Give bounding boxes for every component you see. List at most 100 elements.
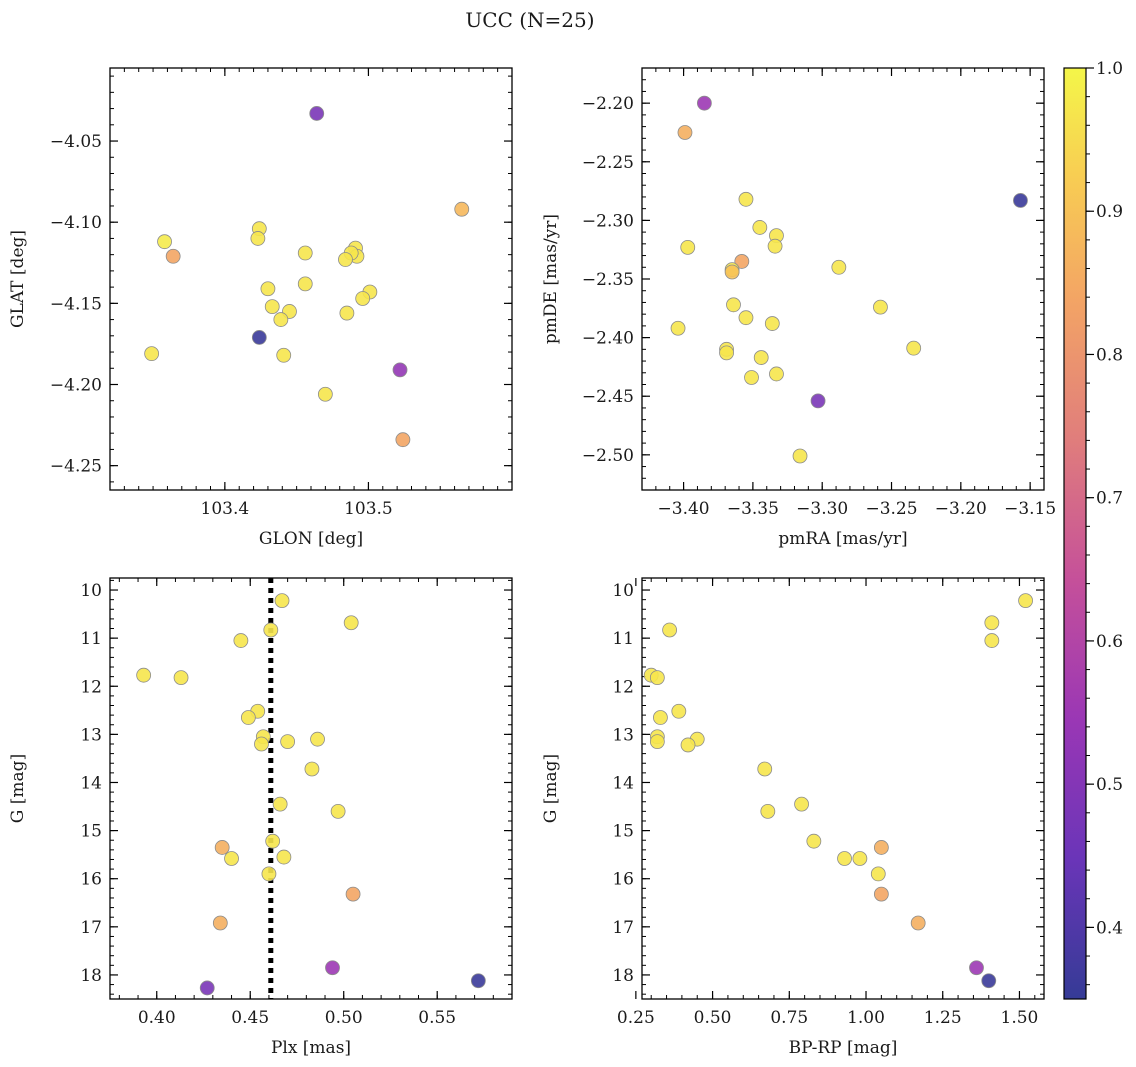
data-point	[757, 761, 773, 777]
y-tick-label: −4.25	[50, 457, 102, 477]
x-tick-label: 1.00	[847, 1008, 885, 1028]
data-point	[906, 340, 922, 356]
data-point	[794, 796, 809, 812]
x-tick-label: 103.5	[344, 499, 393, 519]
x-tick-label: 103.4	[201, 499, 250, 519]
data-point	[395, 432, 411, 448]
y-tick-label: −4.20	[50, 376, 102, 396]
data-point	[273, 312, 289, 327]
axes-frame	[641, 67, 1045, 491]
colorbar-tick-label: 0.5	[1096, 775, 1123, 795]
x-tick-label: 0.25	[617, 1008, 655, 1028]
y-tick-label: 17	[80, 918, 102, 938]
data-point	[339, 305, 355, 321]
data-point	[806, 833, 822, 849]
y-tick-label: 15	[80, 822, 102, 842]
data-point	[719, 345, 734, 361]
axes-frame	[109, 67, 513, 491]
y-tick-label: 16	[80, 870, 102, 890]
colorbar-tick-label: 0.9	[1096, 202, 1123, 222]
data-point	[671, 703, 687, 719]
data-point	[297, 245, 313, 261]
y-axis-label: G [mag]	[8, 754, 28, 823]
data-point	[831, 259, 847, 275]
y-tick-label: 12	[80, 677, 102, 697]
data-point	[910, 915, 926, 931]
y-tick-label: 13	[80, 725, 102, 745]
data-point	[309, 106, 325, 121]
data-point	[240, 710, 256, 725]
data-point	[214, 840, 230, 855]
y-tick-label: 10	[612, 581, 634, 601]
data-point	[767, 238, 783, 254]
data-point	[649, 670, 665, 685]
data-point	[251, 330, 267, 345]
data-point	[470, 973, 486, 989]
data-point	[454, 201, 470, 217]
data-point	[144, 346, 160, 362]
y-axis-label: GLAT [deg]	[8, 230, 28, 328]
colorbar-tick-label: 0.7	[1096, 489, 1123, 509]
data-point	[981, 973, 997, 989]
data-point	[250, 231, 266, 246]
data-point	[680, 239, 696, 255]
x-tick-label: −3.20	[935, 499, 987, 519]
data-point	[1013, 193, 1028, 208]
data-point	[263, 622, 279, 638]
axes-frame	[109, 577, 513, 1000]
data-point	[199, 980, 215, 996]
y-tick-label: −4.15	[50, 294, 102, 314]
y-tick-label: −2.25	[582, 153, 634, 173]
data-point	[752, 220, 768, 235]
y-tick-label: 16	[612, 870, 634, 890]
data-point	[764, 316, 780, 331]
data-point	[355, 291, 371, 306]
x-tick-label: −3.40	[658, 499, 710, 519]
data-point	[274, 593, 290, 609]
data-point	[680, 737, 696, 753]
panel-plx-g: 0.40 0.45 0.50 0.55 10 11 12 13 14 15 16 17 18 Plx [m…	[8, 577, 513, 1058]
data-point	[662, 622, 678, 638]
y-tick-label: 18	[612, 966, 634, 986]
data-point	[265, 833, 281, 849]
data-point	[297, 276, 313, 292]
data-point	[760, 803, 776, 819]
x-tick-label: 0.40	[138, 1008, 176, 1028]
data-point	[233, 633, 249, 648]
colorbar-tick-label: 0.4	[1096, 918, 1123, 938]
y-tick-label: −2.40	[582, 329, 634, 349]
data-point	[254, 736, 269, 752]
colorbar: 0.4 0.5 0.6 0.7 0.8 0.9 1.0	[1063, 59, 1123, 1000]
y-tick-label: −2.30	[582, 211, 634, 231]
data-point	[212, 915, 228, 931]
colorbar-tick-label: 1.0	[1096, 59, 1123, 79]
y-tick-label: 15	[612, 822, 634, 842]
y-tick-label: −2.50	[582, 446, 634, 466]
data-point	[343, 615, 359, 631]
colorbar-tick-label: 0.6	[1096, 632, 1123, 652]
data-point	[338, 252, 353, 267]
data-point	[984, 633, 1000, 648]
data-point	[870, 866, 886, 882]
data-point	[969, 960, 984, 976]
data-point	[276, 347, 292, 363]
y-tick-label: 17	[612, 918, 634, 938]
data-point	[852, 851, 868, 866]
x-axis-label: Plx [mas]	[271, 1038, 351, 1058]
data-point	[734, 254, 750, 269]
data-point	[744, 370, 759, 385]
x-tick-label: 0.50	[694, 1008, 732, 1028]
x-tick-label: −3.15	[1004, 499, 1056, 519]
data-point	[165, 248, 181, 264]
x-tick-label: −3.35	[727, 499, 779, 519]
y-tick-label: 14	[612, 773, 634, 793]
data-point	[330, 803, 346, 819]
colorbar-gradient	[1063, 67, 1087, 1000]
y-tick-label: 14	[80, 773, 102, 793]
y-tick-label: 12	[612, 677, 634, 697]
x-tick-label: 1.50	[1001, 1008, 1039, 1028]
colorbar-tick-label: 0.8	[1096, 345, 1123, 365]
y-axis-label: G [mag]	[541, 754, 561, 823]
data-point	[753, 350, 769, 365]
data-point	[136, 667, 152, 683]
